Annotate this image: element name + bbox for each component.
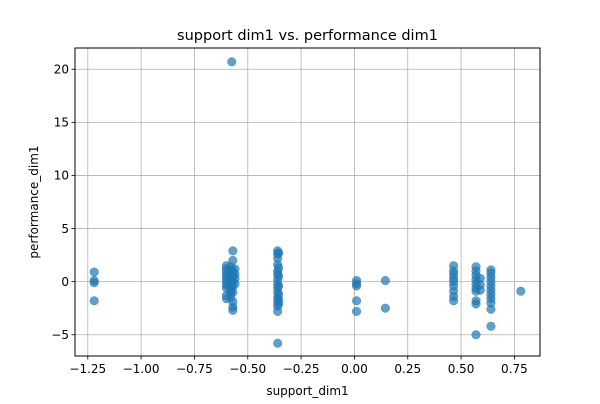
y-tick-label: 15 [54,116,69,130]
chart-title: support dim1 vs. performance dim1 [177,28,438,44]
scatter-point [230,279,240,289]
x-tick-label: 0.00 [341,362,368,376]
x-tick-label: −0.75 [176,362,213,376]
scatter-point [227,57,237,67]
y-axis-label: performance_dim1 [27,145,41,258]
x-tick-label: 0.50 [448,362,475,376]
x-tick-label: −0.50 [229,362,266,376]
x-tick-label: 0.75 [501,362,528,376]
scatter-point [475,285,485,295]
x-tick-label: −1.00 [123,362,160,376]
y-axis-ticks: −5 0 5 10 15 20 [51,62,75,342]
y-tick-label: 10 [54,169,69,183]
scatter-point [486,304,496,314]
scatter-point [228,305,238,315]
x-axis-ticks: −1.25 −1.00 −0.75 −0.50 −0.25 0.00 0.25 0.50 0.7… [69,356,528,376]
x-tick-label: −0.25 [283,362,320,376]
plot-frame [74,47,541,357]
data-points [89,57,526,348]
scatter-point [89,296,99,306]
scatter-point [274,271,284,281]
scatter-point [273,306,283,316]
scatter-point [228,246,238,256]
scatter-point [274,248,284,258]
y-tick-label: 20 [54,62,69,76]
scatter-point [380,276,390,286]
scatter-point [486,321,496,331]
scatter-point [449,296,459,306]
scatter-point [471,299,481,309]
scatter-point [274,263,284,273]
x-axis-label: support_dim1 [266,384,348,398]
x-tick-label: −1.25 [69,362,106,376]
scatter-point [352,281,362,291]
y-tick-label: 5 [61,222,69,236]
scatter-point [274,299,284,309]
scatter-point [352,306,362,316]
scatter-point [274,281,284,291]
scatter-point [228,287,238,297]
scatter-point [471,330,481,340]
scatter-point [228,255,238,265]
scatter-point [352,296,362,306]
scatter-point [273,338,283,348]
scatter-point [89,267,99,277]
scatter-point [89,278,99,288]
x-tick-label: 0.25 [394,362,421,376]
y-tick-label: 0 [61,275,69,289]
y-tick-label: −5 [51,328,69,342]
scatter-point [380,303,390,313]
grid [75,48,540,356]
scatter-point [516,286,526,296]
